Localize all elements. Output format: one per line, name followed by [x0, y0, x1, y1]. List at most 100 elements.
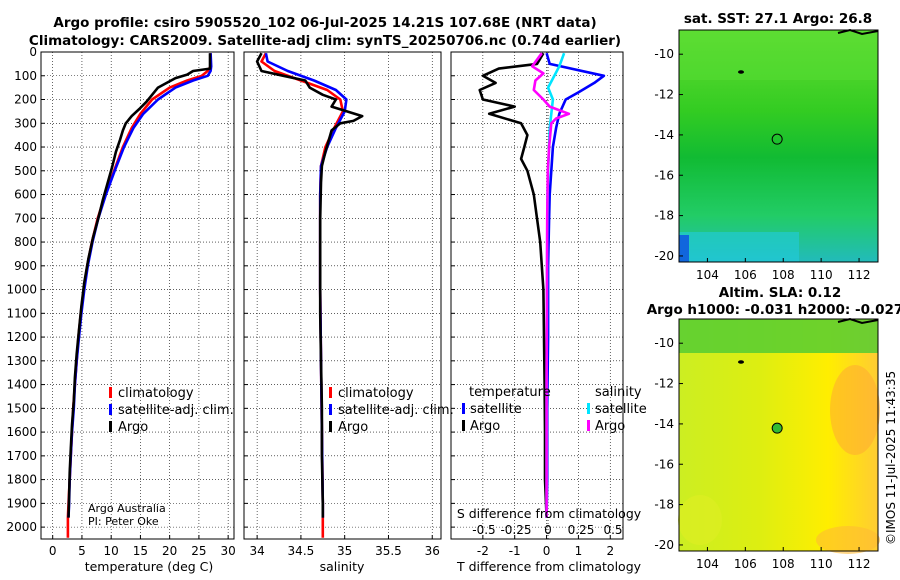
legend-swatch-climatology: [109, 387, 112, 398]
sla-high-patch: [830, 365, 880, 455]
map-ytick-label: -20: [654, 249, 674, 263]
ytick-label: 1200: [6, 330, 37, 344]
xtick-label: 36: [425, 544, 440, 558]
salinity-legend-label-climatology: climatology: [338, 386, 414, 401]
map-ytick-label: -12: [654, 88, 674, 102]
ytick-label: 1700: [6, 449, 37, 463]
series-line-temperature-argo: [478, 52, 548, 518]
ytick-label: 2000: [6, 520, 37, 534]
sal-tick-05: 0.5: [603, 523, 622, 537]
sst-cool-patch: [679, 232, 799, 262]
salinity-legend-label-argo: Argo: [338, 420, 368, 435]
salinity-legend-swatch-climatology: [329, 387, 332, 398]
map-xtick-label: 108: [772, 557, 795, 571]
temperature-axes-box: [40, 51, 235, 540]
xtick-label: 0: [543, 544, 551, 558]
difference-axes-box: [450, 51, 624, 540]
map-ytick-label: -14: [654, 128, 674, 142]
xtick-label: 34: [249, 544, 264, 558]
sla-high-patch-south: [816, 526, 880, 554]
temperature-legend: climatology satellite-adj. clim. Argo: [109, 386, 234, 435]
annotation-argo-australia: Argo Australia: [88, 502, 166, 515]
ytick-label: 1900: [6, 496, 37, 510]
xtick-label: 10: [104, 544, 119, 558]
ytick-label: 1500: [6, 401, 37, 415]
map-ytick-label: -10: [654, 336, 674, 350]
xtick-label: 5: [78, 544, 86, 558]
temperature-ticks: 0100200300400500600700800900100011001200…: [6, 45, 235, 558]
sst-warm-band: [679, 30, 878, 80]
sst-map-title: sat. SST: 27.1 Argo: 26.8: [684, 11, 872, 27]
title-line-1: Argo profile: csiro 5905520_102 06-Jul-2…: [53, 15, 596, 31]
ytick-label: 400: [14, 140, 37, 154]
ytick-label: 1600: [6, 425, 37, 439]
sal-tick-025: 0.25: [568, 523, 595, 537]
sla-map-title-2: Argo h1000: -0.031 h2000: -0.027: [647, 302, 900, 318]
map-xtick-label: 104: [696, 268, 719, 282]
series-line-argo: [67, 53, 212, 518]
salinity-ticks: 34 34.5 35 35.5 36: [244, 51, 440, 558]
ytick-label: 500: [14, 164, 37, 178]
sal-tick-0: 0: [544, 523, 552, 537]
difference-legend: temperature satellite Argo salinity sate…: [462, 385, 647, 434]
coastline: [837, 28, 879, 36]
difference-xlabel: T difference from climatology: [456, 559, 642, 574]
series-line-satellite-adj-clim-: [67, 53, 213, 518]
ytick-label: 900: [14, 259, 37, 273]
sla-patch-west: [678, 495, 722, 545]
difference-xlabel-top: S difference from climatology: [457, 506, 642, 521]
salinity-panel: 34 34.5 35 35.5 36 salinity climatology sate…: [243, 51, 454, 574]
map-ytick-label: -10: [654, 47, 674, 61]
island-marker-2: [738, 360, 744, 364]
legend-label-climatology: climatology: [118, 386, 194, 401]
ytick-label: 1300: [6, 354, 37, 368]
sla-map-title-1: Altim. SLA: 0.12: [719, 285, 841, 301]
legend-swatch-sal-argo: [587, 420, 590, 431]
map-ytick-label: -18: [654, 209, 674, 223]
legend-title-temperature: temperature: [469, 385, 551, 400]
difference-panel: -2 -1 0 1 2 T difference from climatology S …: [450, 51, 647, 574]
sst-map-ticks: 104 106 108 110 112 -10 -12 -14 -16 -18 -20: [654, 47, 870, 282]
map-xtick-label: 104: [696, 557, 719, 571]
map-ytick-label: -16: [654, 168, 674, 182]
sla-map-frame: [678, 318, 879, 552]
map-ytick-label: -12: [654, 377, 674, 391]
legend-label-sal-satellite: satellite: [595, 402, 647, 417]
salinity-legend-label-satellite: satellite-adj. clim.: [338, 403, 454, 418]
legend-title-salinity: salinity: [595, 385, 642, 400]
salinity-legend-swatch-argo: [329, 421, 332, 432]
island-marker: [738, 70, 744, 74]
legend-label-temp-argo: Argo: [470, 419, 500, 434]
ytick-label: 200: [14, 93, 37, 107]
sal-tick-neg025: -0.25: [500, 523, 531, 537]
legend-label-sal-argo: Argo: [595, 419, 625, 434]
temperature-panel: 0100200300400500600700800900100011001200…: [6, 45, 235, 574]
temperature-xlabel: temperature (deg C): [85, 559, 214, 574]
salinity-xlabel: salinity: [320, 559, 365, 574]
ytick-label: 300: [14, 116, 37, 130]
series-line-temperature-satellite: [545, 52, 606, 518]
salinity-legend-swatch-satellite: [329, 404, 332, 415]
ytick-label: 800: [14, 235, 37, 249]
sla-low-band: [679, 319, 878, 353]
map-xtick-label: 112: [848, 557, 871, 571]
series-line-climatology: [260, 52, 345, 538]
salinity-lines: [255, 52, 364, 538]
legend-label-temp-satellite: satellite: [470, 402, 522, 417]
map-xtick-label: 108: [772, 268, 795, 282]
sla-map: Altim. SLA: 0.12 Argo h1000: -0.031 h200…: [647, 285, 900, 571]
map-xtick-label: 110: [810, 268, 833, 282]
salinity-legend: climatology satellite-adj. clim. Argo: [329, 386, 454, 435]
legend-label-satellite: satellite-adj. clim.: [118, 403, 234, 418]
series-line-argo: [255, 52, 364, 518]
temperature-gridlines: [41, 51, 234, 539]
sst-argo-position-marker: [771, 133, 783, 145]
title-line-2: Climatology: CARS2009. Satellite-adj cli…: [29, 33, 621, 49]
legend-swatch-temp-argo: [462, 420, 465, 431]
legend-label-argo: Argo: [118, 420, 148, 435]
xtick-label: 35: [337, 544, 352, 558]
map-xtick-label: 106: [734, 557, 757, 571]
sst-map: sat. SST: 27.1 Argo: 26.8 104 106 108 110 11…: [654, 11, 879, 282]
ytick-label: 0: [29, 45, 37, 59]
map-xtick-label: 112: [848, 268, 871, 282]
